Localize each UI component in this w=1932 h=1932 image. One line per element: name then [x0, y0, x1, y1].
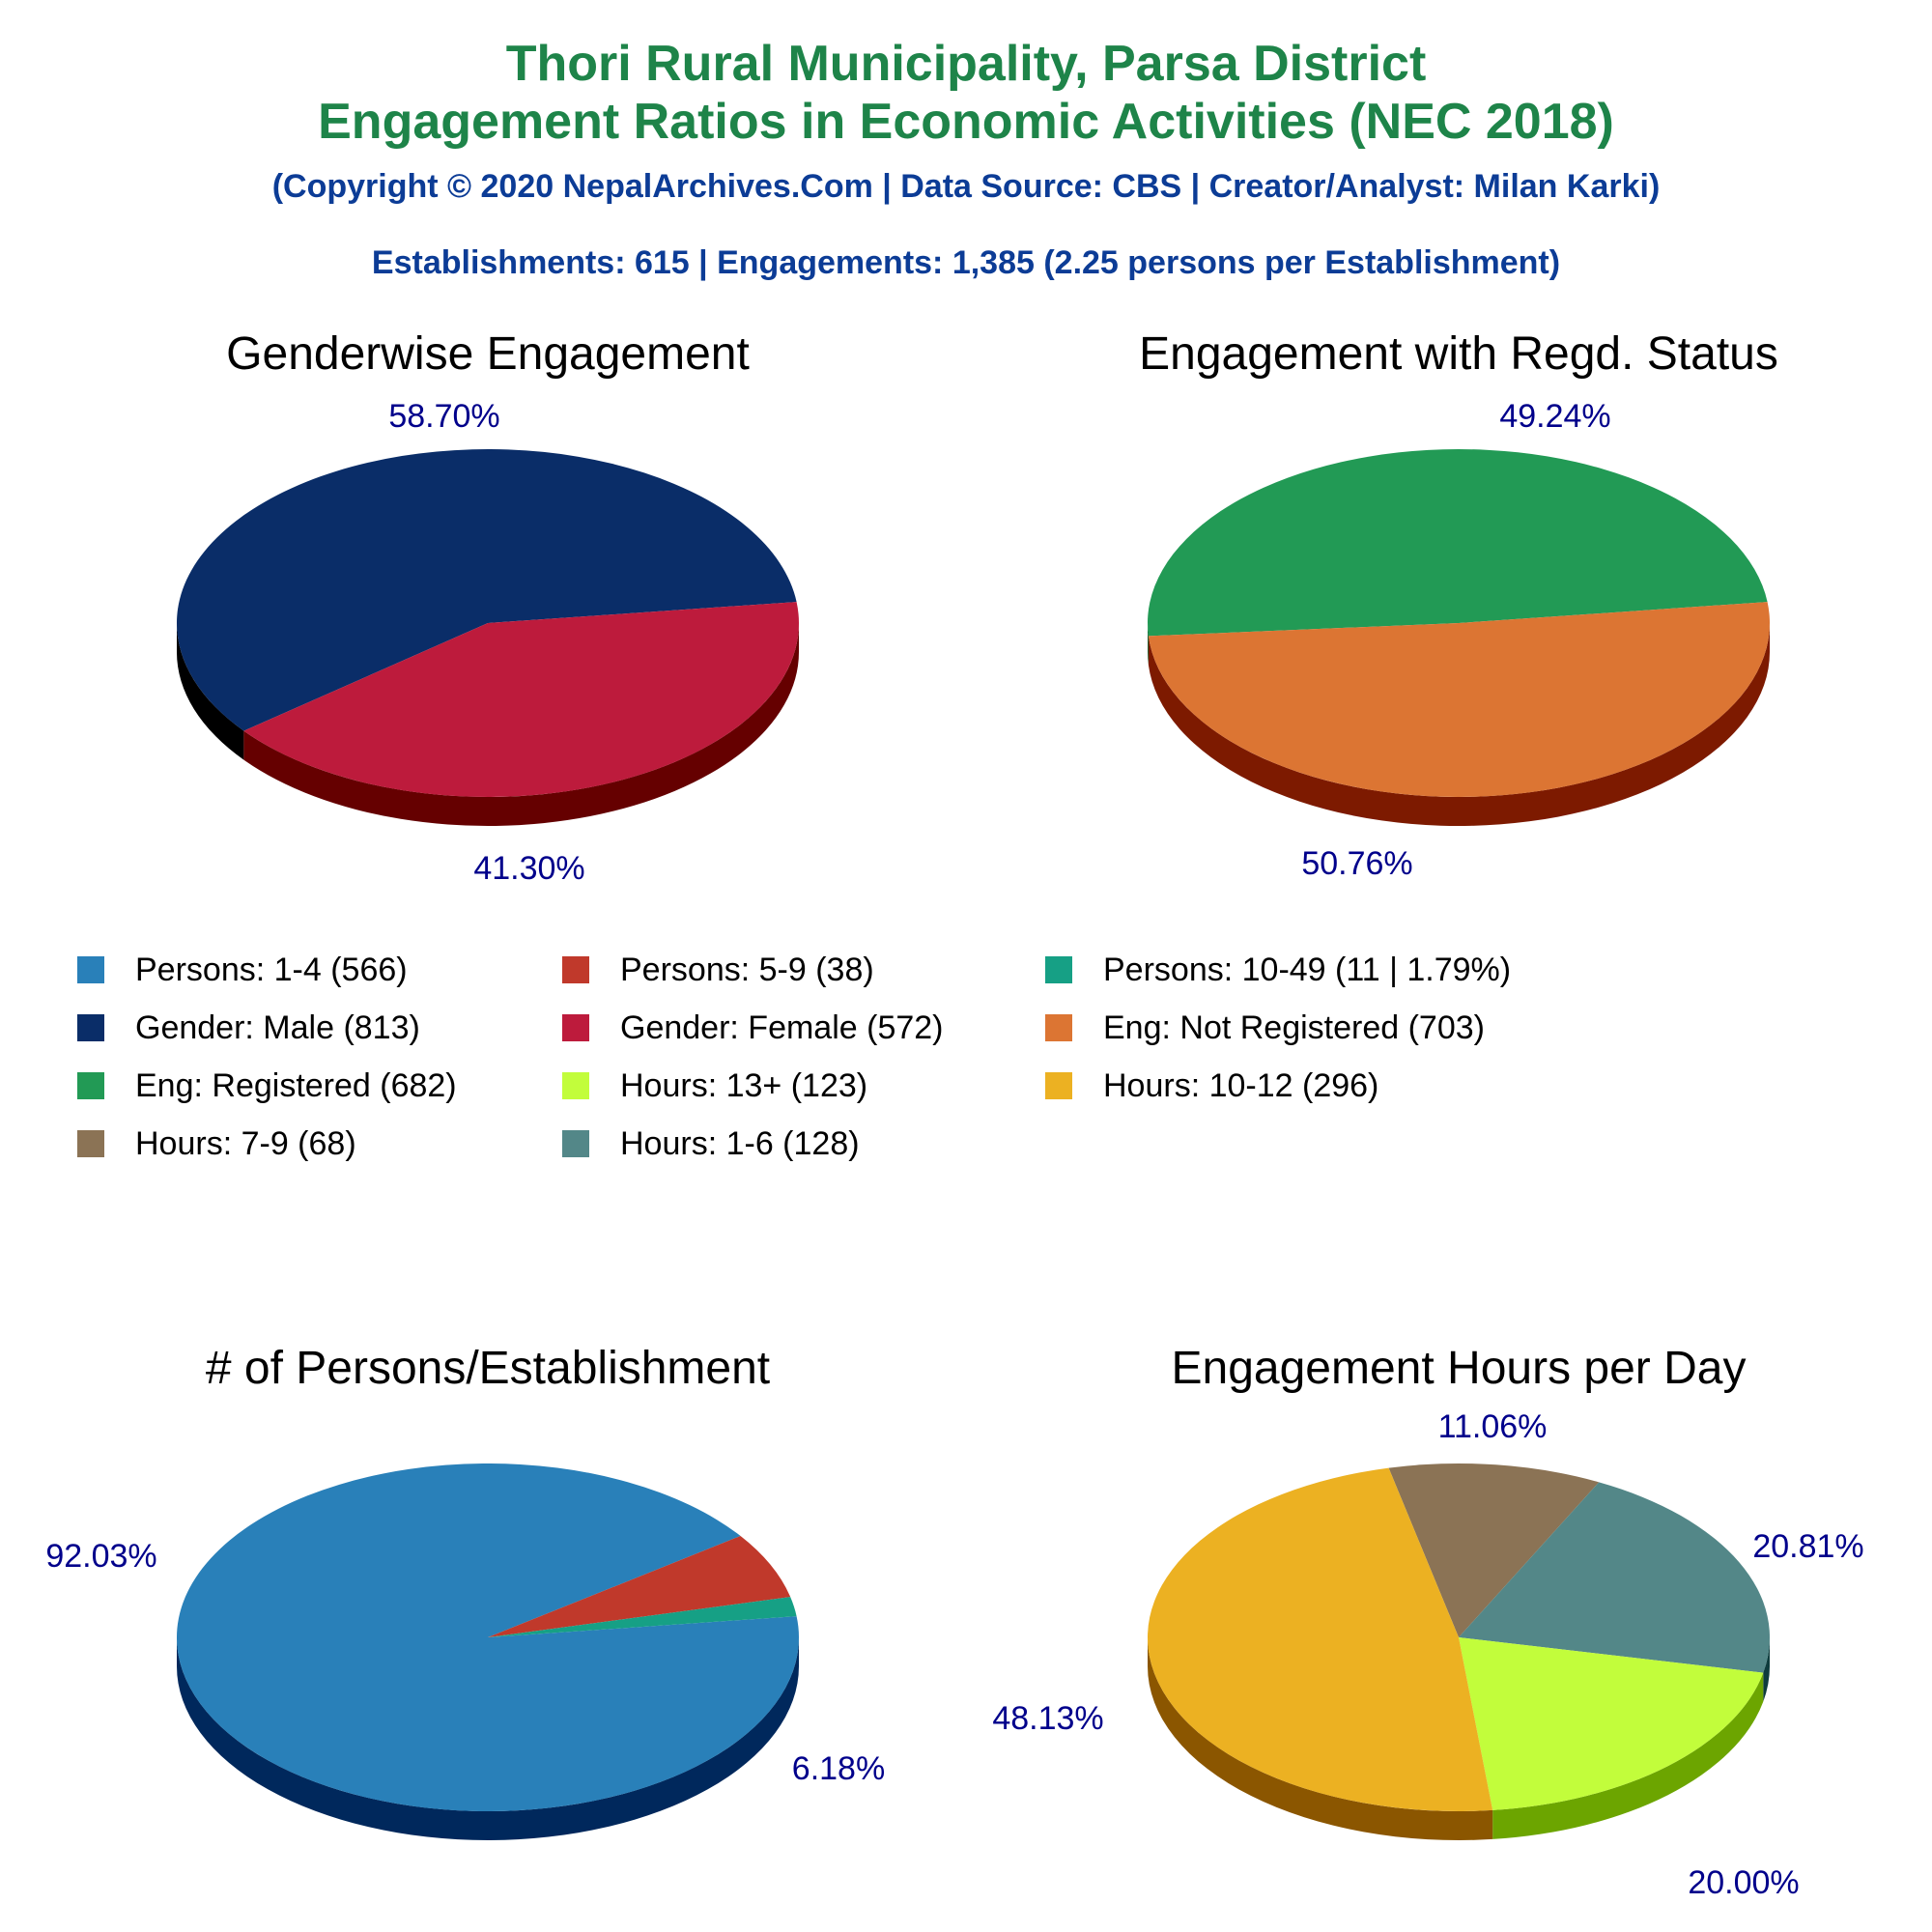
legend-item-gender-male: Gender: Male (813) [77, 1009, 420, 1047]
legend-swatch [1045, 956, 1072, 983]
pie-chart-genderwise-engagement: Genderwise Engagement 58.70% 41.30% [177, 328, 799, 887]
pie-side-persons-1-4 [177, 1637, 799, 1840]
legend-label: Persons: 10-49 (11 | 1.79%) [1103, 951, 1512, 988]
chart-title-line1: Thori Rural Municipality, Parsa District [505, 36, 1427, 92]
pie-title: Engagement Hours per Day [1172, 1343, 1747, 1394]
legend-item-gender-female: Gender: Female (572) [562, 1009, 944, 1047]
pie-side-gender-male [177, 623, 244, 760]
legend-label: Hours: 1-6 (128) [620, 1124, 860, 1162]
legend-swatch [562, 1014, 589, 1041]
legend-label: Persons: 5-9 (38) [620, 951, 874, 988]
pie-pct-label-hours-7-9: 11.06% [1438, 1408, 1548, 1445]
pie-pct-label-eng-registered: 49.24% [1499, 398, 1610, 435]
chart-title-line2: Engagement Ratios in Economic Activities… [318, 94, 1614, 150]
pie-slice-hours-10-12 [1148, 1467, 1493, 1812]
summary-line: Establishments: 615 | Engagements: 1,385… [371, 244, 1561, 281]
pie-slice-hours-7-9 [1388, 1463, 1600, 1637]
legend-label: Eng: Registered (682) [135, 1066, 457, 1104]
legend-item-persons-1-4: Persons: 1-4 (566) [77, 951, 408, 989]
legend-swatch [77, 956, 104, 983]
pie-pct-label-persons-1-4: 92.03% [45, 1538, 156, 1575]
pie-side-hours-10-12 [1148, 1637, 1493, 1840]
legend-swatch [77, 1130, 104, 1157]
legend-item-persons-5-9: Persons: 5-9 (38) [562, 951, 874, 989]
legend-label: Gender: Male (813) [135, 1009, 420, 1046]
pie-chart-engagement-with-regd-status: Engagement with Regd. Status 49.24% 50.76% [1139, 328, 1778, 882]
pie-side-gender-female [243, 623, 799, 827]
legend-item-hours-13: Hours: 13+ (123) [562, 1066, 867, 1105]
legend-label: Hours: 13+ (123) [620, 1066, 868, 1104]
pie-pct-label-hours-10-12: 48.13% [992, 1700, 1103, 1737]
pie-title: Engagement with Regd. Status [1139, 328, 1778, 380]
pie-side-eng-registered [1148, 623, 1149, 666]
legend-label: Persons: 1-4 (566) [135, 951, 408, 988]
legend-swatch [562, 956, 589, 983]
legend-item-eng-registered: Eng: Registered (682) [77, 1066, 457, 1105]
pie-slice-hours-1-6 [1459, 1482, 1770, 1673]
pie-pct-label-hours-1-6: 20.81% [1752, 1528, 1863, 1565]
pie-slice-eng-not-registered [1148, 602, 1771, 798]
legend-swatch [562, 1130, 589, 1157]
pie-slice-gender-female [243, 602, 799, 797]
legend-label: Hours: 7-9 (68) [135, 1124, 356, 1162]
legend-swatch [1045, 1014, 1072, 1041]
pie-slice-persons-5-9 [488, 1536, 791, 1637]
legend-item-hours-1-6: Hours: 1-6 (128) [562, 1124, 860, 1163]
pie-title: # of Persons/Establishment [206, 1343, 770, 1394]
pie-title: Genderwise Engagement [226, 328, 750, 380]
pie-pct-label-persons-5-9: 6.18% [792, 1750, 885, 1787]
pie-side-hours-1-6 [1763, 1637, 1770, 1702]
legend-swatch [1045, 1072, 1072, 1099]
pie-slice-eng-registered [1148, 449, 1768, 637]
pie-slice-persons-1-4 [177, 1463, 800, 1812]
pie-slice-persons-10-49 [488, 1597, 797, 1637]
pie-pct-label-eng-not-registered: 50.76% [1301, 845, 1412, 882]
legend-item-persons-10-49: Persons: 10-49 (11 | 1.79%) [1045, 951, 1511, 989]
legend-label: Hours: 10-12 (296) [1103, 1066, 1379, 1104]
copyright-line: (Copyright © 2020 NepalArchives.Com | Da… [271, 168, 1661, 205]
pie-side-hours-13 [1492, 1672, 1764, 1839]
legend-item-eng-not-registered: Eng: Not Registered (703) [1045, 1009, 1485, 1047]
pie-side-eng-not-registered [1148, 623, 1771, 826]
legend-swatch [77, 1014, 104, 1041]
pie-chart-engagement-hours-per-day: Engagement Hours per Day 11.06% 20.81% 20.0… [992, 1343, 1863, 1901]
legend-item-hours-10-12: Hours: 10-12 (296) [1045, 1066, 1378, 1105]
legend-swatch [562, 1072, 589, 1099]
pie-slice-hours-13 [1459, 1637, 1764, 1810]
pie-chart-of-persons-establishment: # of Persons/Establishment 92.03% 6.18% [45, 1343, 885, 1840]
legend-item-hours-7-9: Hours: 7-9 (68) [77, 1124, 356, 1163]
legend-label: Eng: Not Registered (703) [1103, 1009, 1485, 1046]
pie-slice-gender-male [177, 448, 797, 731]
pie-pct-label-gender-female: 41.30% [473, 850, 584, 887]
pie-pct-label-gender-male: 58.70% [388, 398, 499, 435]
pie-pct-label-hours-13: 20.00% [1688, 1864, 1799, 1901]
legend-swatch [77, 1072, 104, 1099]
legend-label: Gender: Female (572) [620, 1009, 944, 1046]
